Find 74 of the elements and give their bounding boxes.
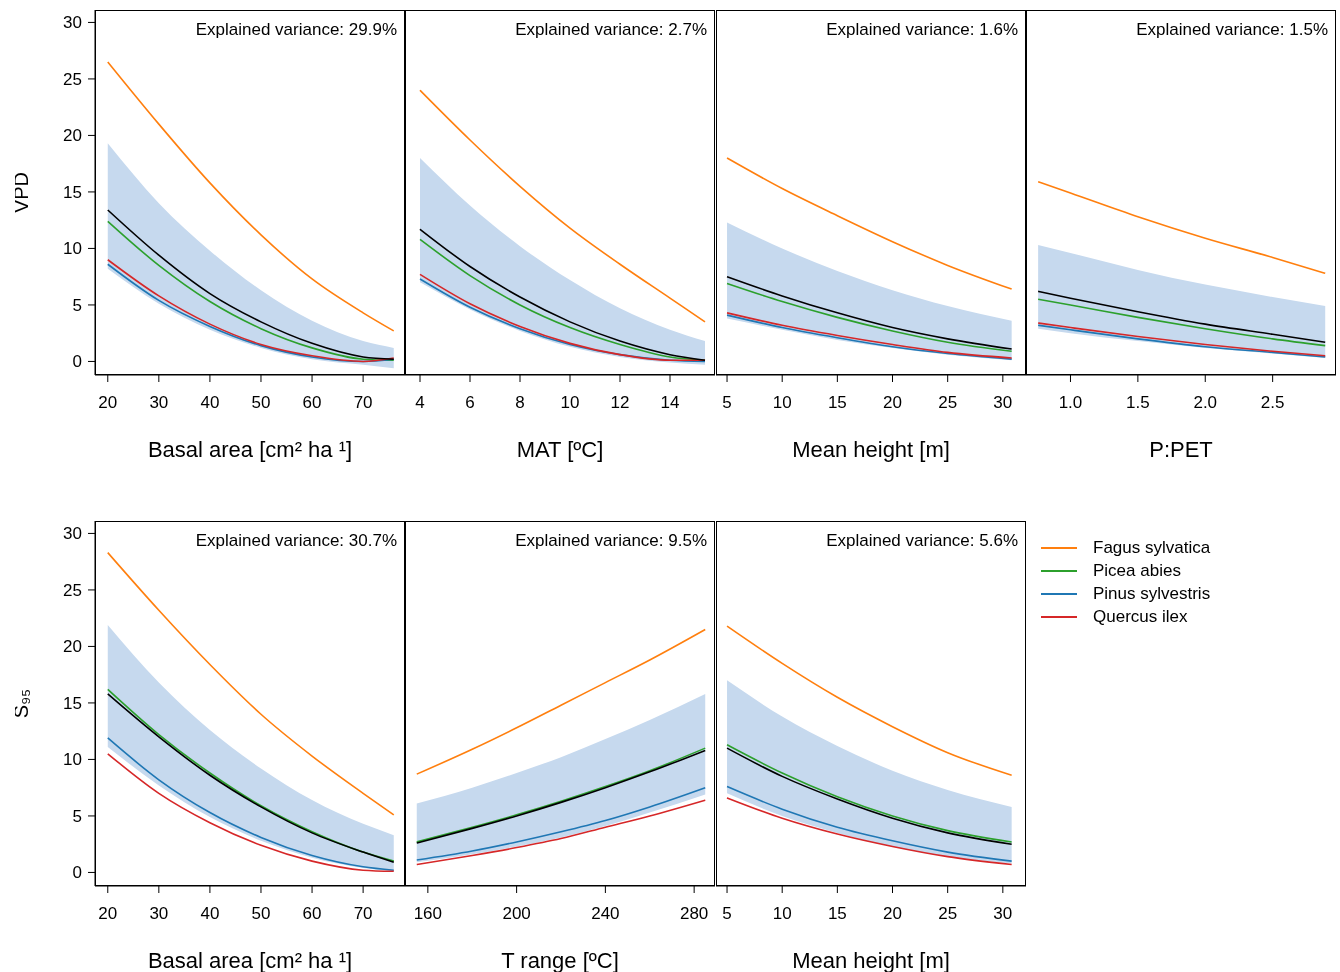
line-series (106, 61, 395, 332)
x-tick-label: 25 (938, 904, 958, 924)
x-axis-title: Mean height [m] (792, 437, 950, 462)
annotation: Explained variance: 30.7% (194, 531, 397, 551)
y-tick-label: 30 (63, 524, 82, 544)
y-tick-label: 10 (63, 750, 82, 770)
y-tick-label: 15 (63, 693, 82, 713)
x-tick-label: 1.0 (1058, 393, 1083, 413)
x-tick-label: 10 (560, 393, 580, 413)
y-tick-label: 0 (72, 863, 82, 883)
x-axis-title: Basal area [cm² ha ¹] (147, 437, 353, 462)
y-axis-title: S₉₅ (10, 688, 33, 719)
x-tick-label: 160 (413, 904, 443, 924)
x-tick-label: 50 (251, 393, 271, 413)
y-tick-label: 25 (63, 69, 82, 89)
annotation: Explained variance: 1.5% (1135, 20, 1328, 40)
x-tick-label: 60 (302, 904, 322, 924)
annotation: Explained variance: 9.5% (514, 531, 707, 551)
line-series (106, 551, 395, 816)
y-axis-title: VPD (10, 171, 33, 214)
x-tick-label: 20 (98, 904, 118, 924)
y-tick-label: 0 (72, 352, 82, 372)
annotation: Explained variance: 5.6% (825, 531, 1018, 551)
x-tick-label: 12 (610, 393, 630, 413)
y-tick-label: 5 (72, 295, 82, 315)
x-tick-label: 10 (772, 393, 792, 413)
legend-label: Fagus sylvatica (1093, 537, 1211, 558)
x-tick-label: 200 (502, 904, 531, 924)
x-tick-label: 2.0 (1193, 393, 1218, 413)
y-tick-label: 5 (72, 806, 82, 826)
x-tick-label: 5 (722, 393, 732, 413)
annotation: Explained variance: 1.6% (825, 20, 1018, 40)
x-tick-label: 6 (465, 393, 475, 413)
x-tick-label: 25 (938, 393, 958, 413)
x-tick-label: 240 (591, 904, 620, 924)
y-tick-label: 15 (63, 182, 82, 202)
x-axis-title: Mean height [m] (792, 948, 950, 972)
y-tick-label: 20 (63, 637, 82, 657)
x-tick-label: 30 (149, 904, 169, 924)
x-tick-label: 70 (353, 904, 373, 924)
x-axis-title: T range [ºC] (501, 948, 619, 972)
x-tick-label: 30 (993, 904, 1013, 924)
x-tick-label: 50 (251, 904, 271, 924)
x-tick-label: 2.5 (1260, 393, 1285, 413)
y-tick-label: 20 (63, 126, 82, 146)
x-tick-label: 40 (200, 904, 220, 924)
x-tick-label: 10 (772, 904, 792, 924)
x-tick-label: 70 (353, 393, 373, 413)
x-axis-title: MAT [ºC] (516, 437, 604, 462)
x-tick-label: 8 (515, 393, 525, 413)
annotation: Explained variance: 29.9% (194, 20, 397, 40)
y-tick-label: 10 (63, 239, 82, 259)
x-tick-label: 30 (149, 393, 169, 413)
x-tick-label: 15 (827, 904, 847, 924)
x-tick-label: 14 (660, 393, 680, 413)
legend-label: Pinus sylvestris (1093, 583, 1211, 604)
x-tick-label: 1.5 (1126, 393, 1150, 413)
x-tick-label: 60 (302, 393, 322, 413)
x-tick-label: 280 (679, 904, 709, 924)
legend-label: Quercus ilex (1093, 606, 1188, 627)
annotation: Explained variance: 2.7% (514, 20, 707, 40)
x-tick-label: 40 (200, 393, 220, 413)
x-tick-label: 30 (993, 393, 1013, 413)
x-tick-label: 15 (827, 393, 847, 413)
legend-label: Picea abies (1093, 560, 1181, 581)
x-tick-label: 20 (883, 904, 902, 924)
x-tick-label: 20 (98, 393, 118, 413)
x-axis-title: P:PET (1149, 437, 1213, 462)
x-tick-label: 20 (883, 393, 902, 413)
y-tick-label: 25 (63, 580, 82, 600)
x-tick-label: 5 (722, 904, 732, 924)
x-axis-title: Basal area [cm² ha ¹] (147, 948, 353, 972)
y-tick-label: 30 (63, 13, 82, 33)
x-tick-label: 4 (415, 393, 425, 413)
